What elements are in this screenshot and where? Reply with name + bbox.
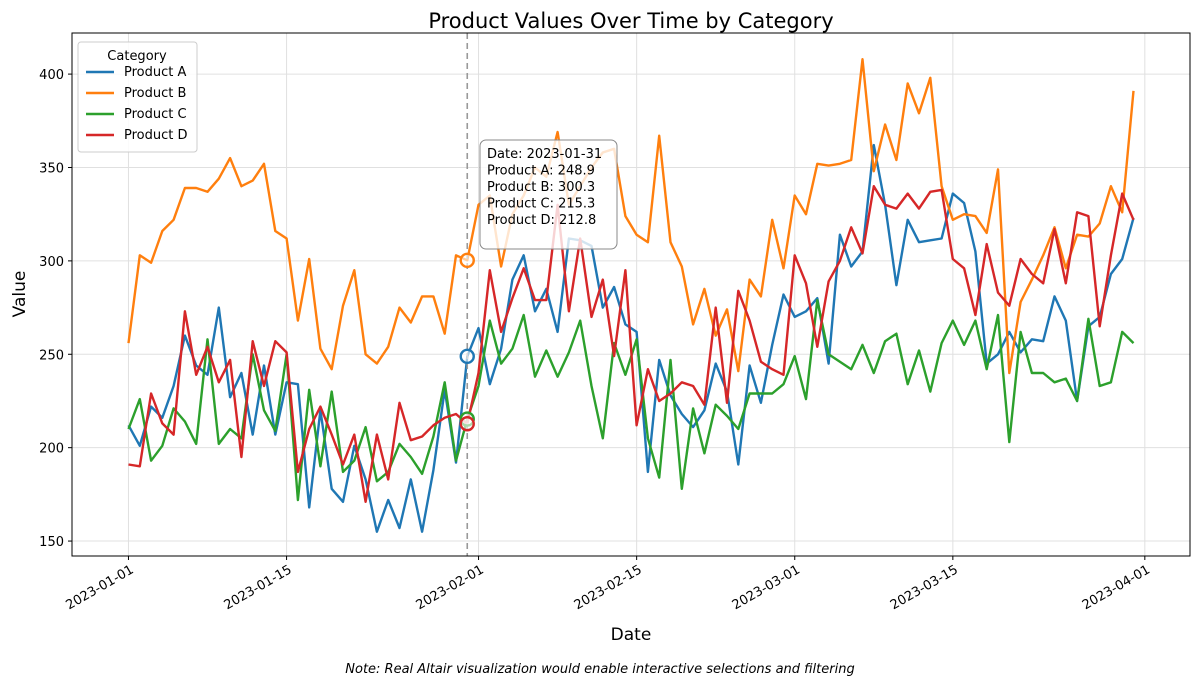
y-tick-label: 350 bbox=[39, 161, 64, 176]
tooltip-line: Date: 2023-01-31 bbox=[487, 147, 602, 162]
series-lines bbox=[127, 58, 1135, 533]
tooltip-line: Product C: 215.3 bbox=[487, 197, 595, 212]
hover-marker bbox=[459, 252, 475, 269]
tooltip-box bbox=[479, 139, 618, 250]
y-tick-label: 250 bbox=[39, 348, 64, 363]
grid bbox=[72, 33, 1190, 556]
y-tick-label: 150 bbox=[39, 535, 64, 550]
y-tick-label: 400 bbox=[39, 68, 64, 83]
x-tick-label: 2023-03-01 bbox=[730, 562, 803, 613]
tooltip-line: Product B: 300.3 bbox=[487, 180, 595, 195]
plot-frame bbox=[71, 32, 1191, 557]
legend-label: Product C bbox=[124, 107, 187, 122]
tooltip-line: Product D: 212.8 bbox=[487, 213, 596, 228]
series-line-product-b bbox=[127, 58, 1135, 375]
y-tick-label: 300 bbox=[39, 255, 64, 270]
legend-label: Product A bbox=[124, 65, 186, 80]
x-tick-label: 2023-02-15 bbox=[572, 562, 645, 613]
legend-label: Product D bbox=[124, 128, 188, 143]
x-tick-label: 2023-01-15 bbox=[222, 562, 295, 613]
x-tick-label: 2023-01-01 bbox=[64, 562, 137, 613]
x-tick-label: 2023-04-01 bbox=[1080, 562, 1153, 613]
chart-title: Product Values Over Time by Category bbox=[428, 9, 833, 33]
tooltip-line: Product A: 248.9 bbox=[487, 164, 595, 179]
footnote: Note: Real Altair visualization would en… bbox=[345, 662, 854, 677]
series-line-product-a bbox=[127, 143, 1135, 533]
legend-box bbox=[77, 41, 198, 153]
legend-label: Product B bbox=[124, 86, 186, 101]
legend-title: Category bbox=[107, 49, 167, 64]
legend: Category Product A Product B Product C Prod… bbox=[77, 41, 198, 153]
series-line-product-d bbox=[128, 184, 1135, 503]
x-tick-label: 2023-02-01 bbox=[414, 562, 487, 613]
x-axis-label: Date bbox=[611, 625, 652, 645]
y-axis-label: Value bbox=[10, 271, 30, 318]
y-tick-label: 200 bbox=[39, 442, 64, 457]
x-tick-label: 2023-03-15 bbox=[888, 562, 961, 613]
hover-marker bbox=[459, 416, 475, 432]
hover-marker bbox=[459, 348, 475, 365]
